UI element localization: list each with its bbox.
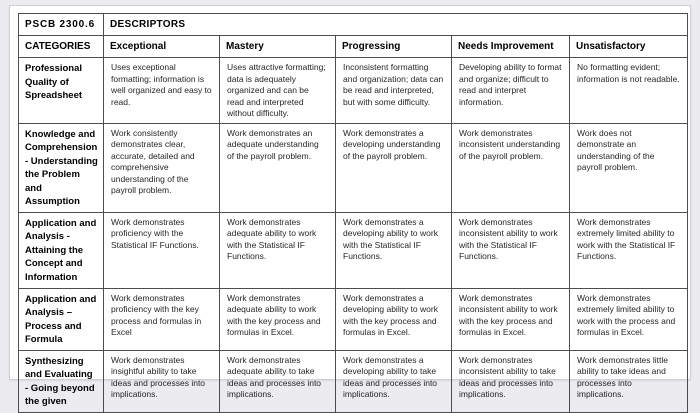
rubric-cell: Work demonstrates insightful ability to … bbox=[103, 349, 220, 413]
rubric-cell: Work demonstrates a developing ability t… bbox=[335, 349, 452, 413]
rubric-cell: Work demonstrates inconsistent ability t… bbox=[451, 287, 570, 351]
row-category-label: Synthesizing and Evaluating - Going beyo… bbox=[18, 349, 104, 413]
rubric-cell: Work demonstrates a developing understan… bbox=[335, 122, 452, 213]
rubric-cell: Work demonstrates extremely limited abil… bbox=[569, 287, 688, 351]
rubric-cell: Work consistently demonstrates clear, ac… bbox=[103, 122, 220, 213]
table-row-application-analysis-concept: Application and Analysis - Attaining the… bbox=[18, 211, 688, 289]
table-row-application-analysis-process: Application and Analysis – Process and F… bbox=[18, 287, 688, 351]
rubric-cell: Uses attractive formatting; data is adeq… bbox=[219, 57, 336, 124]
rubric-cell: No formatting evident; information is no… bbox=[569, 57, 688, 124]
table-row-synthesizing-evaluating: Synthesizing and Evaluating - Going beyo… bbox=[18, 349, 688, 413]
descriptors-cell: DESCRIPTORS bbox=[103, 13, 688, 36]
col-header-categories: CATEGORIES bbox=[18, 35, 104, 58]
table-title-row: PSCB 2300.6 DESCRIPTORS bbox=[18, 13, 688, 36]
rubric-cell: Inconsistent formatting and organization… bbox=[335, 57, 452, 124]
rubric-cell: Work demonstrates inconsistent understan… bbox=[451, 122, 570, 213]
row-category-label: Application and Analysis - Attaining the… bbox=[18, 211, 104, 289]
row-category-label: Application and Analysis – Process and F… bbox=[18, 287, 104, 351]
col-header-unsatisfactory: Unsatisfactory bbox=[569, 35, 688, 58]
rubric-table: PSCB 2300.6 DESCRIPTORS CATEGORIES Excep… bbox=[18, 13, 688, 413]
rubric-cell: Work demonstrates a developing ability t… bbox=[335, 211, 452, 289]
rubric-cell: Work demonstrates adequate ability to wo… bbox=[219, 287, 336, 351]
rubric-cell: Work demonstrates inconsistent ability t… bbox=[451, 349, 570, 413]
page-background: { "table": { "title_cell": "PSCB 2300.6"… bbox=[9, 5, 691, 413]
rubric-cell: Work demonstrates a developing ability t… bbox=[335, 287, 452, 351]
rubric-cell: Work demonstrates inconsistent ability t… bbox=[451, 211, 570, 289]
rubric-cell: Work demonstrates proficiency with the k… bbox=[103, 287, 220, 351]
col-header-mastery: Mastery bbox=[219, 35, 336, 58]
rubric-cell: Work demonstrates proficiency with the S… bbox=[103, 211, 220, 289]
column-header-row: CATEGORIES Exceptional Mastery Progressi… bbox=[18, 35, 688, 58]
rubric-cell: Work demonstrates an adequate understand… bbox=[219, 122, 336, 213]
row-category-label: Professional Quality of Spreadsheet bbox=[18, 57, 104, 124]
rubric-cell: Work demonstrates little ability to take… bbox=[569, 349, 688, 413]
col-header-progressing: Progressing bbox=[335, 35, 452, 58]
row-category-label: Knowledge and Comprehension - Understand… bbox=[18, 122, 104, 213]
rubric-cell: Work does not demonstrate an understandi… bbox=[569, 122, 688, 213]
table-row-professional-quality: Professional Quality of Spreadsheet Uses… bbox=[18, 57, 688, 124]
col-header-exceptional: Exceptional bbox=[103, 35, 220, 58]
rubric-cell: Developing ability to format and organiz… bbox=[451, 57, 570, 124]
rubric-cell: Uses exceptional formatting; information… bbox=[103, 57, 220, 124]
rubric-cell: Work demonstrates adequate ability to ta… bbox=[219, 349, 336, 413]
course-code-cell: PSCB 2300.6 bbox=[18, 13, 104, 36]
document-card: PSCB 2300.6 DESCRIPTORS CATEGORIES Excep… bbox=[9, 5, 691, 413]
table-row-knowledge-comprehension: Knowledge and Comprehension - Understand… bbox=[18, 122, 688, 213]
rubric-cell: Work demonstrates adequate ability to wo… bbox=[219, 211, 336, 289]
rubric-cell: Work demonstrates extremely limited abil… bbox=[569, 211, 688, 289]
col-header-needs-improvement: Needs Improvement bbox=[451, 35, 570, 58]
